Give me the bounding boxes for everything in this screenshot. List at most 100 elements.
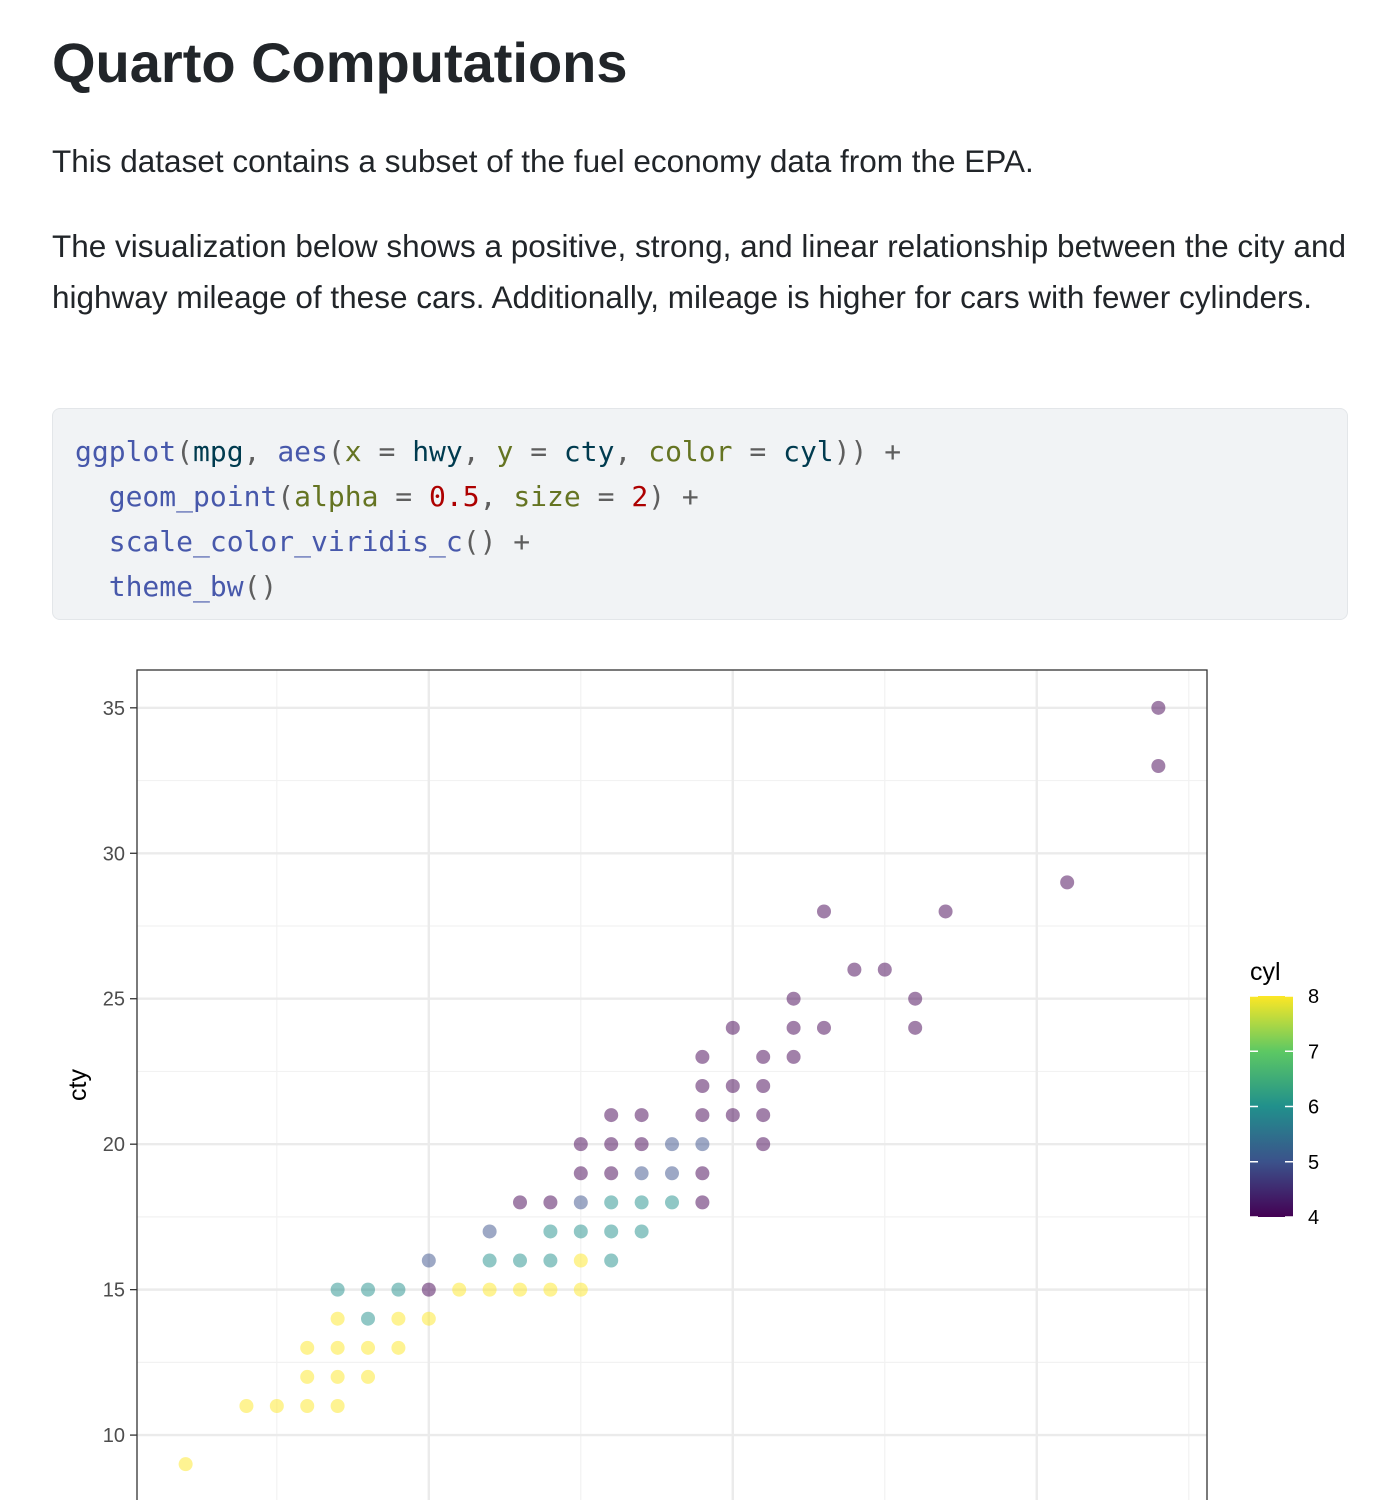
point	[421, 1282, 436, 1297]
point	[573, 1224, 588, 1239]
point	[573, 1253, 588, 1268]
point	[543, 1224, 558, 1239]
y-tick-label: 10	[103, 1425, 125, 1447]
code-token: geom_point	[75, 480, 278, 513]
point	[725, 1079, 740, 1093]
point	[513, 1253, 528, 1268]
legend-tick-label: 8	[1308, 986, 1319, 1008]
point	[695, 1166, 710, 1181]
point	[573, 1166, 588, 1181]
point	[695, 1195, 710, 1210]
point	[725, 1020, 740, 1035]
code-token: =	[361, 435, 413, 468]
y-tick-label: 35	[103, 698, 125, 720]
code-token: (	[277, 480, 295, 513]
point	[330, 1282, 345, 1297]
point	[1060, 875, 1075, 890]
point	[178, 1457, 193, 1472]
code-token: =	[732, 435, 784, 468]
point	[573, 1137, 588, 1152]
point	[452, 1282, 467, 1297]
y-axis-label: cty	[64, 1069, 92, 1101]
code-token: cty	[563, 435, 615, 468]
point	[543, 1195, 558, 1210]
point	[604, 1108, 619, 1123]
legend-tick-label: 7	[1308, 1041, 1319, 1063]
point	[665, 1166, 679, 1181]
code-token: (	[176, 435, 194, 468]
point	[361, 1282, 376, 1297]
y-tick-label: 25	[103, 989, 125, 1011]
legend-tick-label: 4	[1308, 1207, 1319, 1229]
point	[604, 1166, 619, 1181]
y-tick-label: 30	[103, 843, 125, 865]
point	[877, 962, 892, 977]
point	[300, 1340, 315, 1355]
point	[604, 1195, 619, 1210]
point	[543, 1253, 558, 1268]
point	[695, 1079, 710, 1093]
point	[847, 962, 862, 977]
point	[300, 1399, 315, 1413]
point	[756, 1049, 771, 1064]
point	[300, 1369, 315, 1384]
code-token: () +	[462, 525, 531, 558]
code-token: )) +	[833, 435, 902, 468]
point	[634, 1108, 649, 1123]
paragraph: This dataset contains a subset of the fu…	[52, 143, 1034, 179]
point	[756, 1108, 771, 1123]
code-line: scale_color_viridis_c() +	[75, 519, 1325, 564]
point	[786, 991, 801, 1006]
point	[513, 1282, 528, 1297]
point	[938, 904, 953, 919]
point	[634, 1224, 649, 1239]
point	[482, 1253, 497, 1268]
point	[908, 1020, 923, 1035]
point	[269, 1399, 284, 1413]
code-token: x	[344, 435, 362, 468]
point	[543, 1282, 558, 1297]
point	[816, 904, 831, 919]
point	[421, 1253, 436, 1268]
point	[573, 1282, 588, 1297]
point	[330, 1399, 345, 1413]
code-token: color	[648, 435, 733, 468]
code-token: ,	[462, 435, 497, 468]
code-token: ,	[614, 435, 649, 468]
code-token: mpg	[193, 435, 244, 468]
code-token: 2	[631, 480, 649, 513]
code-line: ggplot(mpg, aes(x = hwy, y = cty, color …	[75, 429, 1325, 474]
point	[482, 1224, 497, 1239]
point	[604, 1224, 619, 1239]
point	[665, 1195, 679, 1210]
point	[391, 1340, 406, 1355]
plot-panel	[137, 670, 1207, 1500]
point	[665, 1137, 679, 1152]
panel-border	[136, 669, 1208, 1500]
code-token: ,	[243, 435, 278, 468]
code-token: scale_color_viridis_c	[75, 525, 463, 558]
point	[908, 991, 923, 1006]
code-token: ggplot	[75, 435, 177, 468]
point	[573, 1195, 588, 1210]
code-token: =	[513, 435, 564, 468]
point	[695, 1049, 710, 1064]
point	[330, 1369, 345, 1384]
legend-tick-label: 6	[1308, 1097, 1319, 1119]
point	[239, 1399, 254, 1413]
point	[1151, 759, 1166, 773]
point	[513, 1195, 528, 1210]
point	[361, 1340, 376, 1355]
point	[1151, 700, 1166, 715]
point	[330, 1340, 345, 1355]
page-title: Quarto Computations	[52, 31, 628, 94]
code-block: ggplot(mpg, aes(x = hwy, y = cty, color …	[52, 408, 1348, 620]
point	[391, 1311, 406, 1326]
point	[634, 1137, 649, 1152]
point	[634, 1166, 649, 1181]
point	[756, 1079, 771, 1093]
point	[604, 1253, 619, 1268]
point	[361, 1369, 376, 1384]
point	[695, 1137, 710, 1152]
